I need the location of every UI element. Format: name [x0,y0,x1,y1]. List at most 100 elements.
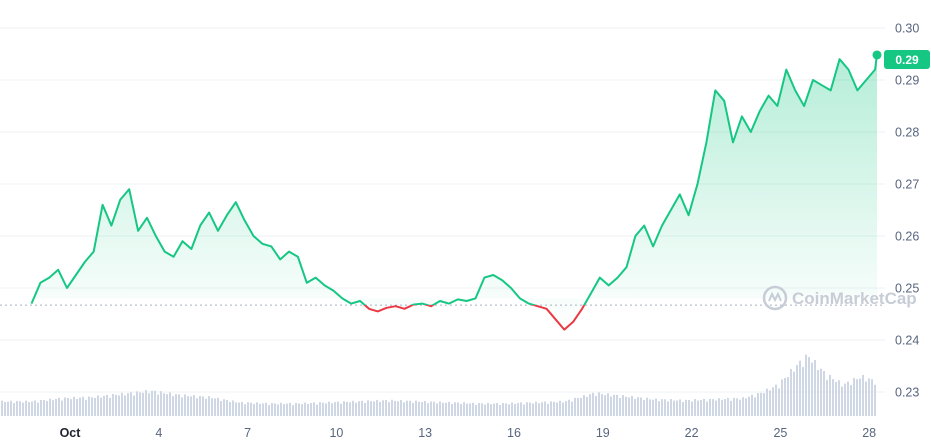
volume-bar [778,388,780,416]
volume-bar [574,397,576,416]
volume-bar [832,379,834,416]
volume-bar [595,395,597,416]
volume-bar [409,400,411,416]
volume-bar [865,381,867,416]
volume-bar [382,400,384,416]
volume-bar [565,401,567,416]
volume-bar [244,404,246,416]
volume-bar [427,403,429,416]
volume-bar [553,401,555,416]
volume-bar [292,405,294,416]
volume-bar [316,404,318,416]
volume-bar [508,404,510,416]
volume-bar [148,393,150,416]
volume-bar [547,403,549,416]
volume-bar [400,400,402,416]
volume-bar [637,397,639,416]
volume-bar [511,402,513,416]
volume-bar [97,395,99,416]
volume-bar [352,400,354,416]
volume-bar [505,403,507,416]
x-tick-label: 13 [418,426,432,440]
current-price-label: 0.29 [895,53,919,67]
volume-bar [310,403,312,416]
volume-bar [742,397,744,416]
x-tick-label: 28 [862,426,876,440]
volume-bar [364,402,366,416]
volume-bar [691,401,693,416]
price-area-fill [31,53,877,330]
volume-bar [487,402,489,416]
volume-bar [238,402,240,416]
x-tick-label: 4 [155,426,162,440]
volume-bar [718,398,720,416]
volume-bar [685,399,687,416]
volume-bar [724,399,726,416]
volume-bar [628,397,630,416]
volume-bar [649,399,651,416]
volume-bar [736,398,738,416]
volume-bar [19,401,21,416]
volume-bar [769,390,771,416]
volume-bar [271,403,273,416]
current-price-badge: 0.29 [884,50,930,69]
volume-bar [328,401,330,416]
volume-bar [616,394,618,416]
volume-bar [661,399,663,416]
x-tick-label: 22 [685,426,699,440]
volume-bar [241,401,243,416]
volume-bar [568,399,570,416]
volume-bar [577,398,579,416]
volume-bar [607,393,609,416]
volume-bar [121,392,123,416]
volume-bar [100,397,102,416]
volume-bar [589,394,591,416]
volume-bar [748,396,750,416]
price-line-above [30,53,878,306]
volume-bar [502,403,504,416]
volume-bar [640,397,642,416]
volume-bar [817,369,819,416]
y-tick-label: 0.27 [895,178,919,192]
volume-bar [91,397,93,416]
y-tick-label: 0.26 [895,230,919,244]
volume-bar [859,378,861,416]
volume-bar [697,400,699,416]
volume-bar [43,400,45,416]
volume-bar [202,396,204,416]
volume-bar [727,398,729,416]
volume-bar [70,399,72,416]
volume-bar [406,400,408,416]
volume-bar [715,400,717,416]
watermark-text: CoinMarketCap [792,289,917,308]
volume-bar [562,402,564,416]
volume-bar [829,374,831,416]
volume-bar [388,402,390,416]
volume-bar [499,405,501,416]
volume-bar [823,370,825,416]
volume-bar [289,402,291,416]
volume-bar [370,401,372,416]
volume-bar [619,397,621,416]
volume-bar [175,394,177,416]
volume-bar [517,403,519,416]
volume-bar [463,402,465,416]
volume-bar [847,381,849,416]
volume-bar [145,390,147,416]
volume-bar [853,378,855,416]
volume-bar [682,402,684,416]
volume-bar [787,377,789,416]
volume-bar [469,403,471,416]
volume-bar [253,403,255,416]
volume-bar [184,394,186,416]
volume-bar [283,404,285,416]
volume-bar [757,392,759,416]
volume-bar [760,392,762,416]
volume-bar [199,396,201,416]
volume-bar [421,402,423,416]
volume-bar [688,399,690,416]
volume-bar [226,399,228,416]
volume-bar [28,402,30,416]
volume-bar [343,401,345,416]
